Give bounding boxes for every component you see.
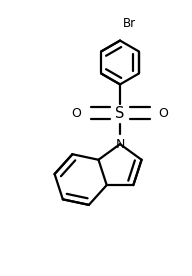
Text: O: O xyxy=(72,107,82,120)
Text: O: O xyxy=(158,107,168,120)
Text: Br: Br xyxy=(123,17,136,30)
Text: N: N xyxy=(115,138,125,151)
Text: S: S xyxy=(115,106,125,121)
